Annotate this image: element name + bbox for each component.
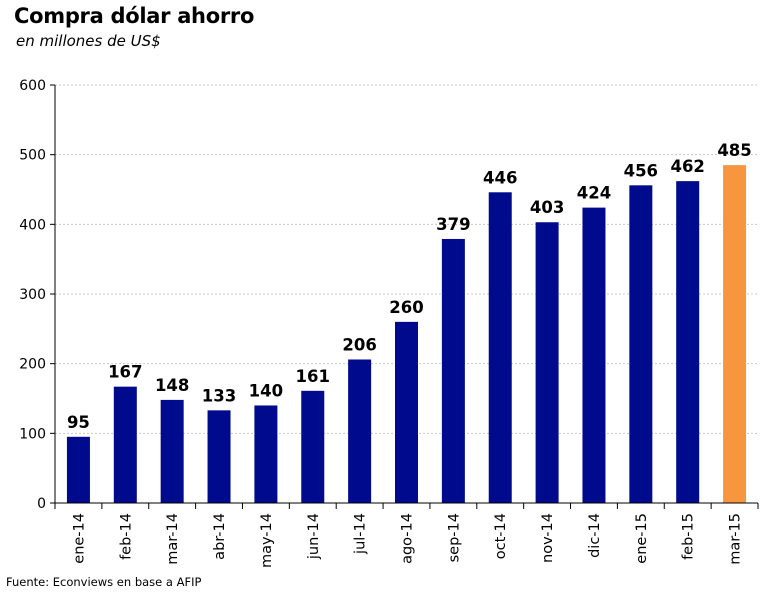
bar xyxy=(348,359,372,503)
x-tick-label: feb-14 xyxy=(118,513,134,560)
y-tick-label: 600 xyxy=(19,78,46,94)
x-tick-label: abr-14 xyxy=(212,513,228,560)
bar xyxy=(629,185,653,503)
bars xyxy=(66,165,747,504)
bar xyxy=(441,238,465,504)
x-tick-label: feb-15 xyxy=(681,513,697,560)
value-label: 462 xyxy=(670,157,704,176)
y-tick-label: 200 xyxy=(19,357,46,373)
bar xyxy=(301,390,325,503)
bar xyxy=(160,399,184,503)
value-label: 485 xyxy=(717,141,751,160)
x-tick-label: ene-14 xyxy=(71,513,87,564)
value-label: 206 xyxy=(342,335,376,354)
x-tick-label: dic-14 xyxy=(587,513,603,558)
value-label: 379 xyxy=(436,215,470,234)
bar xyxy=(535,222,559,503)
x-tick-label: jul-14 xyxy=(353,513,369,555)
axes xyxy=(50,84,759,509)
x-tick-label: oct-14 xyxy=(493,513,509,559)
x-tick-label: mar-14 xyxy=(165,513,181,565)
chart-subtitle: en millones de US$ xyxy=(16,32,161,50)
x-tick-label: nov-14 xyxy=(540,513,556,563)
bar xyxy=(582,207,606,503)
y-tick-label: 100 xyxy=(19,426,46,442)
bar xyxy=(66,436,90,503)
x-tick-label: ago-14 xyxy=(400,513,416,564)
value-label: 95 xyxy=(67,413,90,432)
value-label: 260 xyxy=(389,298,423,317)
bar xyxy=(395,321,418,503)
x-tick-label: may-14 xyxy=(259,513,275,568)
y-tick-label: 400 xyxy=(19,217,46,233)
bar xyxy=(723,165,747,503)
bar xyxy=(254,405,278,503)
y-tick-label: 300 xyxy=(19,287,46,303)
value-label: 446 xyxy=(483,168,517,187)
labels: 0 100 200 300 400 500 600 95 ene-14 167 feb-14 148 m… xyxy=(19,78,752,568)
x-tick-label: jun-14 xyxy=(306,513,322,560)
value-label: 456 xyxy=(624,161,658,180)
value-label: 424 xyxy=(577,184,611,203)
value-label: 167 xyxy=(108,363,142,382)
x-tick-label: sep-14 xyxy=(446,513,462,562)
x-tick-label: ene-15 xyxy=(634,513,650,564)
x-tick-label: mar-15 xyxy=(728,513,744,565)
y-tick-label: 0 xyxy=(37,496,46,512)
value-label: 140 xyxy=(249,381,283,400)
bar xyxy=(676,181,700,503)
value-label: 161 xyxy=(296,367,330,386)
bar xyxy=(113,386,137,503)
bar xyxy=(207,410,231,503)
bar xyxy=(488,192,512,503)
value-label: 403 xyxy=(530,198,564,217)
value-label: 148 xyxy=(155,376,189,395)
y-tick-label: 500 xyxy=(19,148,46,164)
source-note: Fuente: Econviews en base a AFIP xyxy=(6,575,202,589)
value-label: 133 xyxy=(202,386,236,405)
chart-title: Compra dólar ahorro xyxy=(14,4,255,28)
